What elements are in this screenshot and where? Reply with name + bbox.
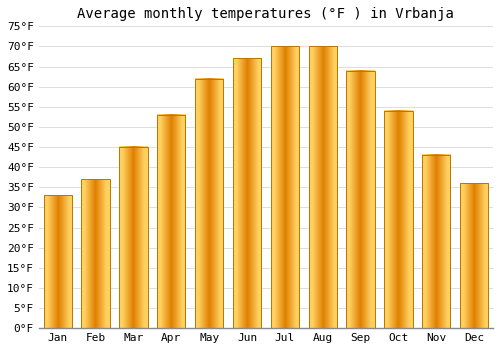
- Bar: [308, 47, 337, 328]
- Bar: [384, 111, 412, 328]
- Bar: [195, 79, 224, 328]
- Bar: [157, 115, 186, 328]
- Bar: [44, 195, 72, 328]
- Bar: [119, 147, 148, 328]
- Bar: [422, 155, 450, 328]
- Bar: [270, 47, 299, 328]
- Title: Average monthly temperatures (°F ) in Vrbanja: Average monthly temperatures (°F ) in Vr…: [78, 7, 454, 21]
- Bar: [233, 58, 261, 328]
- Bar: [346, 71, 375, 328]
- Bar: [460, 183, 488, 328]
- Bar: [82, 179, 110, 328]
